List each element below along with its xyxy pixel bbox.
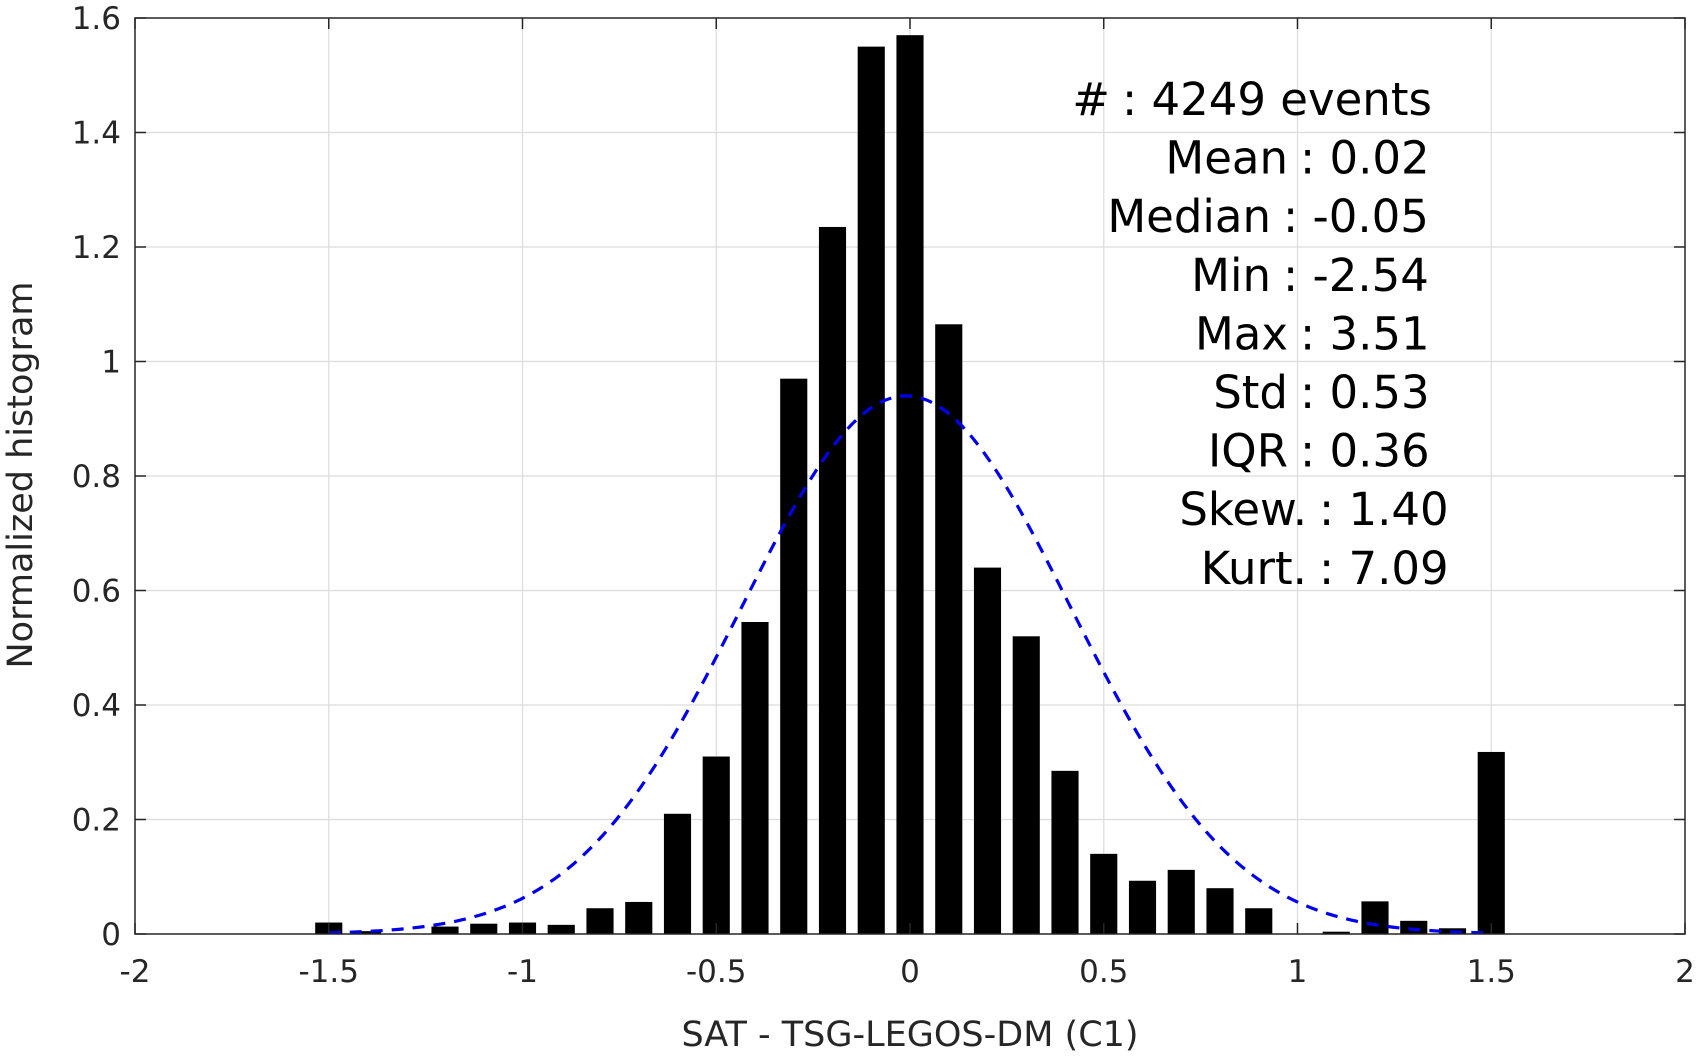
x-tick-label: 0.5 [1079,954,1128,990]
stat-value: : 0.02 [1300,132,1430,185]
gaussian-fit-curve [328,394,1492,935]
histogram-bar [741,621,769,934]
y-tick-label: 1.4 [72,116,121,152]
stat-label: Max [1195,307,1288,360]
histogram-bar [1361,901,1389,934]
ticks-layer: -2 -1.5 -1 -0.5 0 0.5 1 1.5 2 0 0.2 0.4 0.6 0.8 1 1.2 1.… [72,1,1695,990]
x-tick-label: 1.5 [1467,954,1516,990]
x-axis-label: SAT - TSG-LEGOS-DM (C1) [681,1015,1138,1053]
stat-value: : 0.53 [1300,366,1430,419]
histogram-bar [1322,931,1350,934]
y-tick-label: 1 [101,345,121,381]
x-tick-label: 1 [1288,954,1308,990]
histogram-bar [1090,853,1118,934]
histogram-bar [857,46,885,934]
y-tick-label: 1.2 [72,230,121,266]
stat-label: IQR [1208,425,1288,478]
histogram-bar [586,908,614,934]
histogram-bar [935,324,963,935]
stat-value: : 1.40 [1319,483,1449,536]
y-tick-label: 0.2 [72,803,121,839]
x-tick-label: 2 [1675,954,1695,990]
bars-layer [315,35,1505,935]
histogram-bar [470,923,498,934]
stat-value: : -0.05 [1283,190,1429,243]
stat-value: : 3.51 [1300,307,1430,360]
histogram-bar [780,378,808,934]
stat-value: : 0.36 [1300,425,1430,478]
stat-label: Kurt. [1201,542,1307,595]
y-tick-label: 0.6 [72,574,121,610]
histogram-bar [1245,908,1273,934]
x-tick-label: -0.5 [686,954,747,990]
stat-label: Min [1191,249,1271,302]
histogram-bar [1051,770,1079,934]
histogram-bar [1477,751,1505,934]
y-tick-label: 0 [101,917,121,953]
stat-value: : 4249 events [1122,73,1432,126]
histogram-bar [1128,880,1157,934]
stat-label: Median [1107,190,1271,243]
x-tick-label: 0 [900,954,920,990]
stat-label: Skew. [1179,483,1307,536]
x-tick-label: -1.5 [299,954,360,990]
stat-label: Mean [1165,132,1288,185]
histogram-bar [431,926,459,934]
x-tick-label: -1 [507,954,538,990]
fit-curve-layer [328,394,1492,935]
histogram-bar [1400,920,1428,934]
histogram-bar [1206,888,1234,934]
stat-label: # [1072,73,1110,126]
stat-value: : -2.54 [1283,249,1429,302]
y-tick-label: 0.4 [72,688,121,724]
histogram-bar [818,226,847,934]
stat-label: Std [1213,366,1288,419]
histogram-bar [973,567,1002,934]
stats-box: # : 4249 events Mean: 0.02 Median: -0.05Mi… [1072,73,1448,595]
histogram-bar [702,756,730,934]
x-tick-label: -2 [120,954,151,990]
y-tick-label: 0.8 [72,459,121,495]
histogram-bar [1012,636,1040,934]
y-axis-label: Normalized histogram [1,281,41,668]
histogram-bar [896,35,924,935]
histogram-bar [625,901,653,934]
histogram-bar [547,924,575,934]
histogram-bar [1167,869,1195,934]
histogram-bar [663,813,692,934]
y-tick-label: 1.6 [72,1,121,37]
stat-value: : 7.09 [1319,542,1449,595]
histogram-bar [353,931,382,934]
